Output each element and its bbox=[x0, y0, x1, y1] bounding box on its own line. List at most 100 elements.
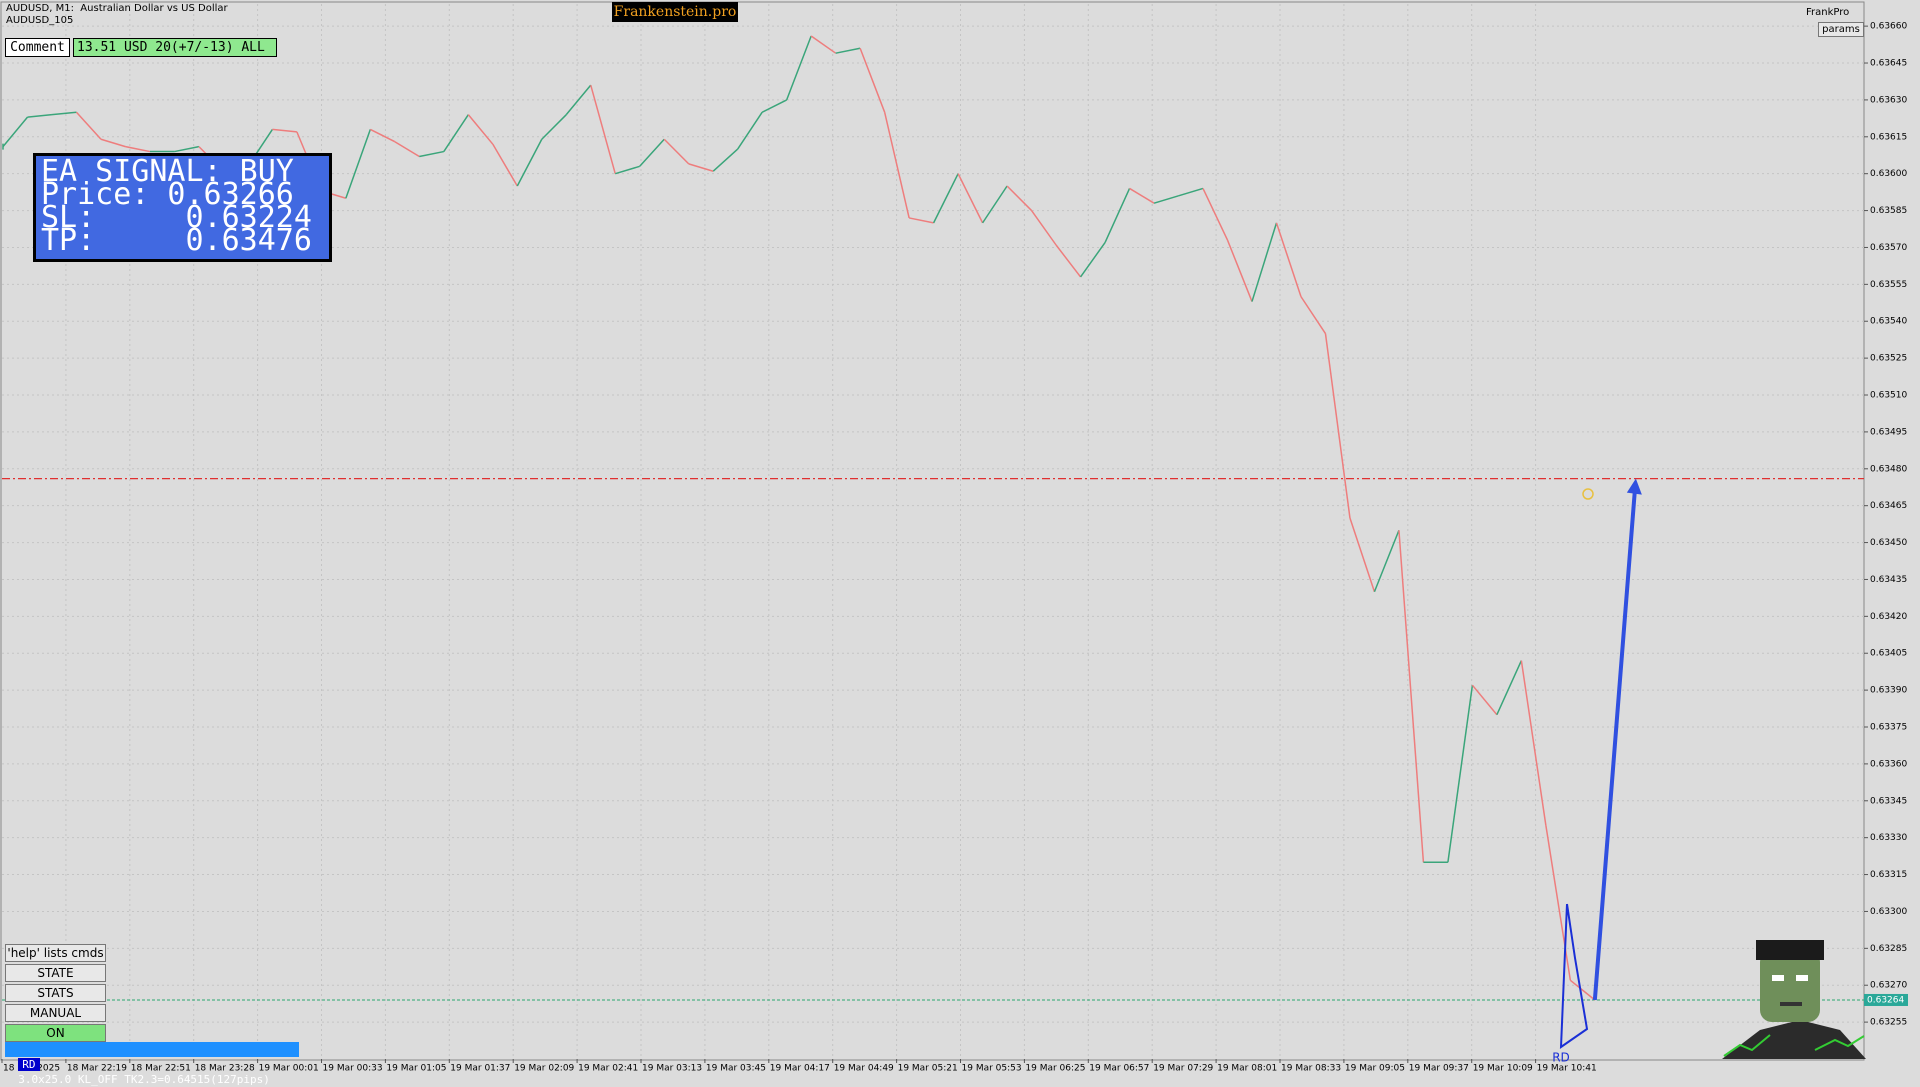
y-tick-label: 0.63615 bbox=[1870, 132, 1907, 142]
price-segment bbox=[883, 112, 910, 219]
price-segment bbox=[174, 145, 200, 153]
status-bar: RD 3.0x25.0 KL_OFF TK2.3=0.64515(127pips… bbox=[5, 1042, 299, 1086]
price-segment bbox=[908, 217, 934, 224]
command-button[interactable]: STATS bbox=[5, 984, 106, 1002]
price-segment bbox=[590, 84, 616, 174]
y-tick-label: 0.63285 bbox=[1870, 944, 1907, 954]
price-segment bbox=[1398, 530, 1425, 863]
price-segment bbox=[467, 114, 494, 145]
price-segment bbox=[492, 143, 518, 187]
x-tick-label: 19 Mar 03:13 bbox=[642, 1064, 702, 1074]
price-segment bbox=[1251, 222, 1278, 302]
y-tick-label: 0.63630 bbox=[1870, 95, 1907, 105]
x-tick-label: 19 Mar 10:09 bbox=[1473, 1064, 1533, 1074]
y-tick-label: 0.63390 bbox=[1870, 686, 1907, 696]
price-segment bbox=[100, 138, 126, 148]
price-segment bbox=[859, 47, 886, 113]
price-segment bbox=[125, 145, 151, 153]
price-segment bbox=[516, 138, 543, 187]
price-segment bbox=[688, 163, 714, 172]
price-segment bbox=[1129, 187, 1155, 204]
command-button[interactable]: MANUAL bbox=[5, 1004, 106, 1022]
price-segment bbox=[712, 148, 739, 172]
x-tick-label: 19 Mar 08:33 bbox=[1281, 1064, 1341, 1074]
price-segment bbox=[981, 185, 1008, 224]
price-segment bbox=[1104, 188, 1131, 243]
y-tick-label: 0.63420 bbox=[1870, 612, 1907, 622]
params-button[interactable]: params bbox=[1818, 22, 1864, 37]
status-tag: RD bbox=[18, 1058, 40, 1071]
command-button[interactable]: 'help' lists cmds bbox=[5, 944, 106, 962]
mascot bbox=[1722, 940, 1866, 1059]
x-tick-label: 19 Mar 03:45 bbox=[706, 1064, 766, 1074]
price-segment bbox=[639, 138, 665, 167]
price-segment bbox=[957, 173, 984, 224]
signal-panel: EA SIGNAL: BUY Price: 0.63266 SL: 0.63224 T… bbox=[33, 153, 332, 262]
price-segment bbox=[51, 111, 77, 116]
y-tick-label: 0.63405 bbox=[1870, 649, 1907, 659]
price-segment bbox=[541, 114, 567, 140]
y-tick-label: 0.63315 bbox=[1870, 870, 1907, 880]
signal-line: TP: 0.63476 bbox=[41, 223, 312, 258]
x-tick-label: 19 Mar 00:33 bbox=[323, 1064, 383, 1074]
x-tick-label: 18 Mar 22:19 bbox=[67, 1064, 127, 1074]
signal-line: EA SIGNAL: BUY bbox=[41, 154, 294, 189]
y-tick-label: 0.63465 bbox=[1870, 501, 1907, 511]
price-segment bbox=[1202, 188, 1229, 241]
y-tick-label: 0.63555 bbox=[1870, 280, 1907, 290]
x-tick-label: 18 Mar 23:28 bbox=[195, 1064, 255, 1074]
y-tick-label: 0.63540 bbox=[1870, 317, 1907, 327]
price-segment bbox=[1079, 242, 1106, 278]
price-segment bbox=[1545, 825, 1572, 981]
price-tag bbox=[1864, 993, 1908, 1006]
y-tick-label: 0.63600 bbox=[1870, 169, 1907, 179]
command-button[interactable]: ON bbox=[5, 1024, 106, 1042]
y-tick-label: 0.63645 bbox=[1870, 59, 1907, 69]
x-tick-label: 19 Mar 09:05 bbox=[1345, 1064, 1405, 1074]
price-segment bbox=[2, 116, 29, 148]
y-tick-label: 0.63660 bbox=[1870, 22, 1907, 32]
y-tick-label: 0.63375 bbox=[1870, 723, 1907, 733]
y-tick-label: 0.63255 bbox=[1870, 1018, 1907, 1028]
x-tick-label: 19 Mar 01:05 bbox=[386, 1064, 446, 1074]
price-segment bbox=[835, 47, 861, 54]
price-segment bbox=[565, 84, 592, 116]
x-tick-label: 19 Mar 02:41 bbox=[578, 1064, 638, 1074]
y-tick-label: 0.63330 bbox=[1870, 833, 1907, 843]
pattern-label: RD bbox=[1552, 1051, 1570, 1065]
signal-line: Price: 0.63266 bbox=[41, 177, 294, 212]
price-segment bbox=[1006, 185, 1033, 212]
y-tick-label: 0.63510 bbox=[1870, 391, 1907, 401]
x-tick-label: 19 Mar 08:01 bbox=[1217, 1064, 1277, 1074]
price-segment bbox=[419, 150, 444, 158]
y-tick-label: 0.63585 bbox=[1870, 206, 1907, 216]
y-tick-label: 0.63435 bbox=[1870, 575, 1907, 585]
symbol-title: AUDUSD, M1: Australian Dollar vs US Doll… bbox=[6, 3, 228, 14]
price-segment bbox=[394, 141, 420, 158]
price-segment bbox=[1520, 660, 1547, 826]
price-segment bbox=[1153, 195, 1179, 204]
price-segment bbox=[272, 128, 297, 133]
price-segment bbox=[761, 99, 788, 113]
y-tick-label: 0.63450 bbox=[1870, 538, 1907, 548]
price-segment bbox=[1496, 660, 1523, 716]
price-segment bbox=[1447, 685, 1474, 863]
user-label: FrankPro bbox=[1806, 7, 1850, 18]
x-tick-label: 19 Mar 05:21 bbox=[898, 1064, 958, 1074]
y-tick-label: 0.63570 bbox=[1870, 243, 1907, 253]
command-button[interactable]: STATE bbox=[5, 964, 106, 982]
price-segment bbox=[663, 138, 690, 165]
y-tick-label: 0.63480 bbox=[1870, 464, 1907, 474]
x-tick-label: 19 Mar 07:29 bbox=[1153, 1064, 1213, 1074]
price-tag-label: 0.63264 bbox=[1867, 995, 1904, 1005]
x-tick-label: 19 Mar 06:25 bbox=[1025, 1064, 1085, 1074]
signal-arrowhead bbox=[1626, 478, 1642, 495]
x-tick-label: 19 Mar 04:49 bbox=[834, 1064, 894, 1074]
x-tick-label: 19 Mar 02:09 bbox=[514, 1064, 574, 1074]
price-segment bbox=[810, 35, 837, 54]
x-tick-label: 19 Mar 05:53 bbox=[962, 1064, 1022, 1074]
signal-line: SL: 0.63224 bbox=[41, 200, 312, 235]
price-segment bbox=[27, 113, 53, 118]
price-segment bbox=[1178, 187, 1204, 197]
